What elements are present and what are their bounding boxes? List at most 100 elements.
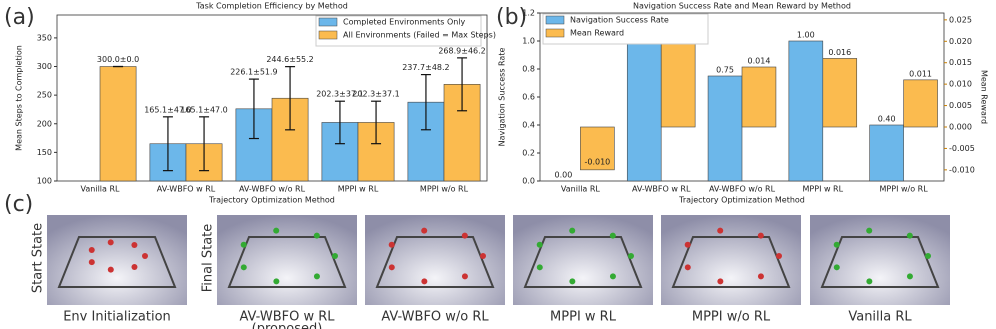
robot-icon [866, 278, 873, 285]
x-tick-label: AV-WBFO w RL [632, 185, 691, 194]
panel-caption: AV-WBFO w/o RL [381, 310, 489, 325]
y-tick-label: 1.0 [522, 37, 535, 46]
robot-icon [273, 227, 280, 234]
value-label: 0.00 [555, 171, 573, 180]
value-label: 0.016 [828, 48, 851, 57]
legend-label: All Environments (Failed = Max Steps) [343, 31, 496, 40]
arena-frame [523, 236, 643, 288]
y-tick-label: 0.0 [522, 177, 535, 186]
y-tick-label: 0.4 [522, 121, 535, 130]
bar [903, 79, 938, 128]
robot-icon [609, 273, 616, 280]
error-bar [285, 66, 296, 131]
y-axis-label: Navigation Success Rate [498, 48, 507, 147]
arena-frame [671, 236, 791, 288]
x-tick-label: MPPI w/o RL [420, 185, 469, 194]
x-tick-label: AV-WBFO w/o RL [709, 185, 776, 194]
panel-label: (b) [496, 5, 527, 30]
robot-icon [388, 264, 395, 271]
y2-axis-label: Mean Reward [980, 70, 989, 124]
bar [99, 66, 137, 182]
x-axis-label: Trajectory Optimization Method [208, 196, 335, 205]
y2-tick-label: 0.020 [949, 37, 972, 46]
robot-icon [925, 253, 931, 259]
robot-icon [833, 241, 840, 248]
y2-tick-label: 0.000 [949, 123, 972, 132]
panel-label: (a) [4, 5, 35, 30]
y-tick-label: 1.2 [522, 9, 535, 18]
legend-label: Mean Reward [570, 29, 624, 38]
error-bar [199, 116, 210, 172]
arena-frame [820, 236, 940, 288]
start-label: Start State [31, 223, 46, 293]
bar [788, 40, 824, 182]
y-tick-label: 0.6 [522, 93, 535, 102]
final-label: Final State [201, 224, 216, 293]
robot-icon [421, 227, 428, 234]
legend-box [542, 13, 709, 45]
robot-icon [536, 241, 543, 248]
robot-icon [609, 232, 616, 239]
value-label: 202.3±37.1 [316, 90, 363, 99]
scene-panel [810, 215, 950, 305]
legend-box [315, 15, 482, 47]
value-label: 244.6±55.2 [266, 55, 313, 64]
robot-icon [388, 241, 395, 248]
robot-icon [866, 227, 873, 234]
robot-icon [906, 232, 913, 239]
robot-icon [313, 232, 320, 239]
y-tick-label: 250 [37, 91, 52, 100]
robot-icon [131, 242, 138, 249]
value-label: -0.010 [584, 157, 610, 166]
x-tick-label: AV-WBFO w RL [157, 185, 216, 194]
legend-swatch [545, 28, 565, 38]
y2-tick-label: 0.010 [949, 80, 972, 89]
robot-icon [757, 273, 764, 280]
robot-icon [833, 264, 840, 271]
robot-icon [313, 273, 320, 280]
scene-panel [365, 215, 505, 305]
robot-icon [273, 278, 280, 285]
panel-label: (c) [4, 192, 33, 217]
arena-frame [57, 236, 177, 288]
y2-tick-label: -0.005 [949, 144, 975, 153]
error-bar [457, 57, 468, 112]
scene-floor [365, 215, 505, 305]
robot-icon [717, 227, 724, 234]
scene-panel [217, 215, 357, 305]
bar [580, 126, 615, 171]
scene-panel [661, 215, 801, 305]
value-label: 268.9±46.2 [438, 46, 485, 55]
value-label: 237.7±48.2 [402, 63, 449, 72]
value-label: 226.1±51.9 [230, 68, 277, 77]
legend-swatch [545, 15, 565, 25]
value-label: 0.011 [909, 69, 932, 78]
panel-caption: Vanilla RL [848, 310, 912, 325]
robot-icon [461, 273, 468, 280]
x-tick-label: AV-WBFO w/o RL [239, 185, 306, 194]
scene-panel [513, 215, 653, 305]
y-tick-label: 300 [37, 62, 52, 71]
robot-icon [240, 264, 247, 271]
x-tick-label: Vanilla RL [561, 185, 600, 194]
robot-icon [480, 253, 486, 259]
robot-icon [684, 241, 691, 248]
panel-caption: Env Initialization [63, 310, 171, 325]
robot-icon [107, 239, 114, 246]
scene-floor [661, 215, 801, 305]
bar [741, 66, 777, 128]
robot-icon [569, 227, 576, 234]
x-axis-label: Trajectory Optimization Method [678, 196, 805, 205]
panel-note: (proposed) [252, 322, 323, 329]
robot-icon [628, 253, 634, 259]
error-bar [420, 73, 431, 131]
legend-swatch [318, 17, 338, 27]
scene-floor [513, 215, 653, 305]
y2-tick-label: 0.015 [949, 58, 972, 67]
robot-icon [88, 259, 95, 266]
y-tick-label: 0.8 [522, 65, 535, 74]
scene-floor [47, 215, 187, 305]
y-tick-label: 200 [37, 119, 52, 128]
bar [822, 58, 858, 128]
robot-icon [757, 232, 764, 239]
